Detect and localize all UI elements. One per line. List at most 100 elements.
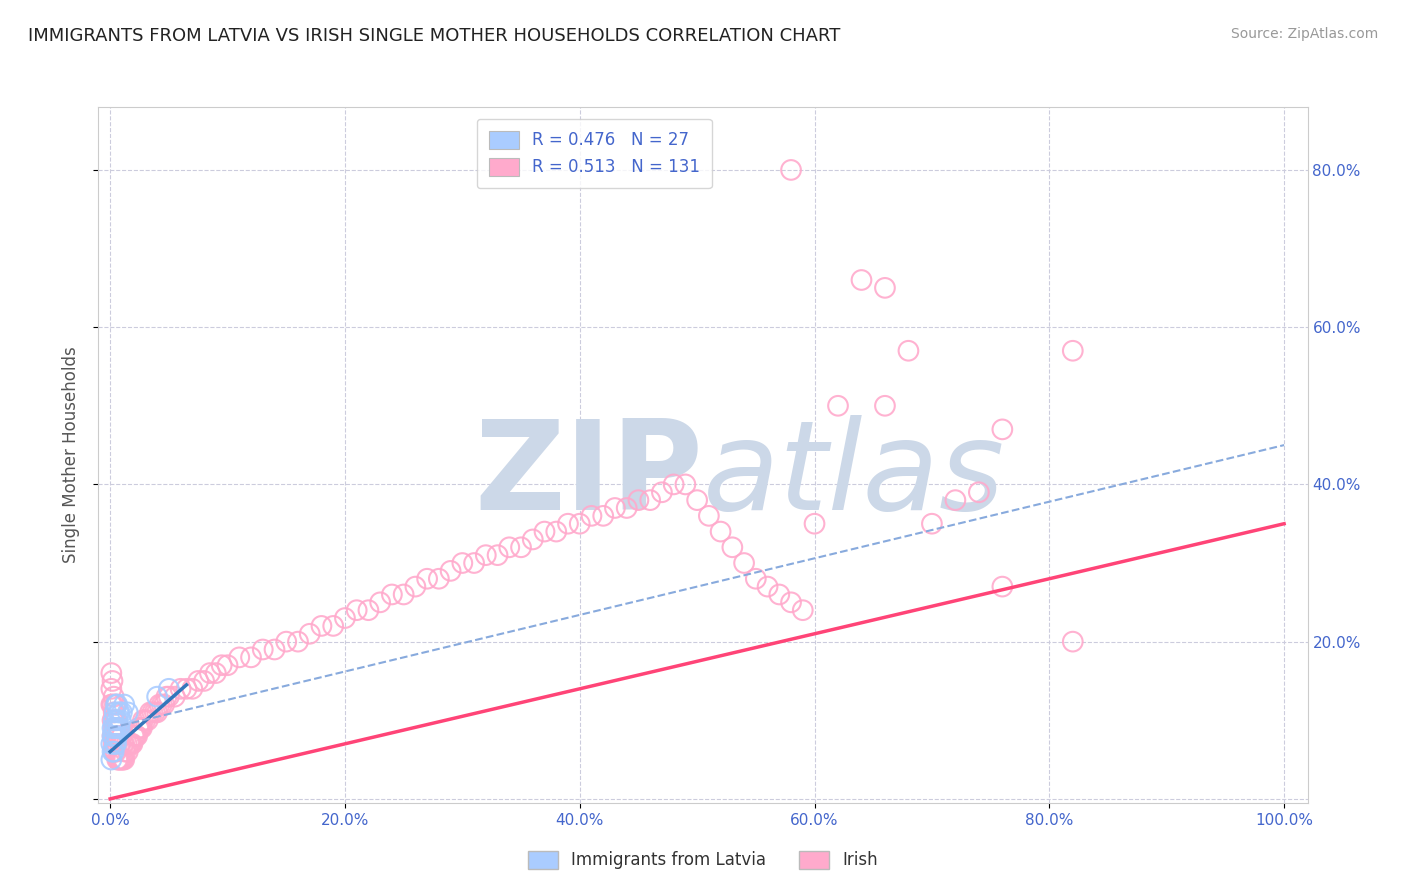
Point bbox=[148, 698, 170, 712]
Point bbox=[498, 541, 520, 555]
Point bbox=[1062, 634, 1084, 648]
Point bbox=[686, 493, 709, 508]
Point bbox=[439, 564, 461, 578]
Point bbox=[105, 698, 128, 712]
Point bbox=[673, 477, 696, 491]
Point bbox=[792, 603, 814, 617]
Point bbox=[101, 713, 124, 727]
Point bbox=[427, 572, 450, 586]
Point bbox=[169, 681, 191, 696]
Point bbox=[111, 729, 134, 743]
Point bbox=[557, 516, 579, 531]
Point bbox=[117, 745, 139, 759]
Point bbox=[404, 580, 426, 594]
Point bbox=[146, 690, 169, 704]
Point bbox=[157, 690, 180, 704]
Point bbox=[416, 572, 439, 586]
Point bbox=[298, 627, 321, 641]
Point bbox=[153, 698, 176, 712]
Point bbox=[105, 713, 128, 727]
Point bbox=[105, 698, 128, 712]
Point bbox=[103, 713, 125, 727]
Point bbox=[105, 721, 128, 735]
Point bbox=[510, 541, 533, 555]
Text: Source: ZipAtlas.com: Source: ZipAtlas.com bbox=[1230, 27, 1378, 41]
Point bbox=[217, 658, 239, 673]
Point bbox=[100, 681, 122, 696]
Point bbox=[592, 508, 614, 523]
Point bbox=[581, 508, 603, 523]
Point bbox=[115, 737, 138, 751]
Point bbox=[451, 556, 474, 570]
Point bbox=[110, 713, 132, 727]
Point bbox=[129, 721, 152, 735]
Point bbox=[546, 524, 568, 539]
Point bbox=[105, 729, 128, 743]
Point bbox=[121, 737, 143, 751]
Point bbox=[108, 721, 131, 735]
Legend: R = 0.476   N = 27, R = 0.513   N = 131: R = 0.476 N = 27, R = 0.513 N = 131 bbox=[477, 119, 711, 188]
Point bbox=[897, 343, 920, 358]
Point bbox=[120, 737, 142, 751]
Point bbox=[107, 721, 129, 735]
Point bbox=[967, 485, 990, 500]
Point bbox=[104, 721, 127, 735]
Point bbox=[733, 556, 755, 570]
Point bbox=[651, 485, 673, 500]
Point bbox=[103, 745, 125, 759]
Point bbox=[721, 541, 744, 555]
Point bbox=[163, 690, 186, 704]
Point bbox=[155, 690, 177, 704]
Point bbox=[107, 729, 129, 743]
Point bbox=[745, 572, 768, 586]
Point bbox=[132, 713, 155, 727]
Point bbox=[333, 611, 356, 625]
Point bbox=[357, 603, 380, 617]
Point bbox=[176, 681, 198, 696]
Point bbox=[533, 524, 555, 539]
Point bbox=[112, 753, 135, 767]
Point bbox=[322, 619, 344, 633]
Point bbox=[105, 713, 128, 727]
Point bbox=[112, 753, 135, 767]
Point bbox=[662, 477, 685, 491]
Point bbox=[134, 713, 156, 727]
Point bbox=[616, 500, 638, 515]
Point bbox=[117, 706, 139, 720]
Point bbox=[101, 745, 124, 759]
Point bbox=[873, 399, 896, 413]
Point bbox=[105, 737, 128, 751]
Point bbox=[780, 595, 803, 609]
Point bbox=[128, 721, 150, 735]
Point bbox=[522, 533, 544, 547]
Point bbox=[204, 666, 226, 681]
Legend: Immigrants from Latvia, Irish: Immigrants from Latvia, Irish bbox=[517, 840, 889, 880]
Point bbox=[104, 713, 127, 727]
Point bbox=[252, 642, 274, 657]
Point bbox=[568, 516, 591, 531]
Point bbox=[627, 493, 650, 508]
Point bbox=[141, 706, 163, 720]
Point bbox=[803, 516, 825, 531]
Point bbox=[710, 524, 733, 539]
Point bbox=[107, 753, 129, 767]
Text: atlas: atlas bbox=[703, 416, 1005, 536]
Point bbox=[603, 500, 626, 515]
Point bbox=[107, 706, 129, 720]
Point bbox=[768, 587, 790, 601]
Point bbox=[945, 493, 967, 508]
Point bbox=[463, 556, 485, 570]
Text: IMMIGRANTS FROM LATVIA VS IRISH SINGLE MOTHER HOUSEHOLDS CORRELATION CHART: IMMIGRANTS FROM LATVIA VS IRISH SINGLE M… bbox=[28, 27, 841, 45]
Point bbox=[101, 729, 124, 743]
Point bbox=[198, 666, 221, 681]
Point bbox=[105, 753, 128, 767]
Point bbox=[100, 666, 122, 681]
Point bbox=[381, 587, 404, 601]
Point bbox=[851, 273, 873, 287]
Point bbox=[873, 281, 896, 295]
Point bbox=[991, 422, 1014, 436]
Point bbox=[187, 673, 209, 688]
Point bbox=[991, 580, 1014, 594]
Point bbox=[105, 737, 128, 751]
Point bbox=[211, 658, 233, 673]
